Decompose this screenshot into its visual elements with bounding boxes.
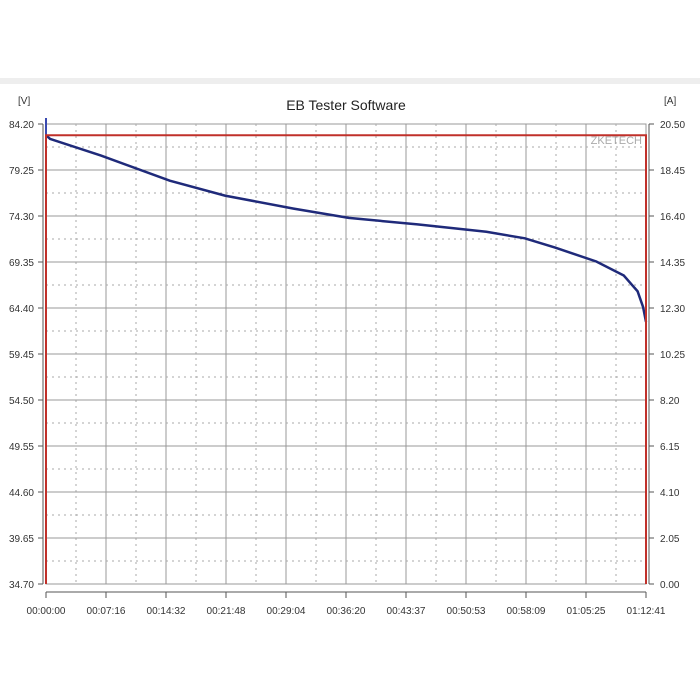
- y-left-tick-label: 74.30: [9, 212, 34, 223]
- y-right-tick-label: 18.45: [660, 166, 685, 177]
- y-right-tick-label: 2.05: [660, 534, 680, 545]
- y-left-label: [V]: [18, 96, 30, 107]
- chart-title: EB Tester Software: [286, 97, 406, 113]
- x-tick-label: 00:58:09: [507, 606, 546, 617]
- x-tick-label: 00:14:32: [147, 606, 186, 617]
- chart-window: EB Tester Software [V] [A] 00:00:00 00:07…: [0, 78, 700, 629]
- y-right-tick-label: 8.20: [660, 396, 680, 407]
- y-right-tick-label: 12.30: [660, 304, 685, 315]
- y-left-tick-label: 64.40: [9, 304, 34, 315]
- x-tick-label: 01:12:41: [627, 606, 666, 617]
- y-right-tick-label: 14.35: [660, 258, 685, 269]
- y-right-tick-label: 20.50: [660, 120, 685, 131]
- y-left-tick-label: 39.65: [9, 534, 34, 545]
- x-tick-label: 00:36:20: [327, 606, 366, 617]
- x-tick-label: 00:07:16: [87, 606, 126, 617]
- y-left-tick-label: 34.70: [9, 580, 34, 591]
- chart: EB Tester Software [V] [A] 00:00:00 00:07…: [9, 96, 685, 617]
- y-right-tick-label: 6.15: [660, 442, 680, 453]
- series-line-voltage: [45, 134, 648, 323]
- y-left-tick-label: 79.25: [9, 166, 34, 177]
- x-tick-label: 00:00:00: [27, 606, 66, 617]
- x-tick-label: 00:21:48: [207, 606, 246, 617]
- x-tick-label: 00:50:53: [447, 606, 486, 617]
- series-line-current: [45, 134, 647, 584]
- y-left-tick-label: 54.50: [9, 396, 34, 407]
- watermark: ZKETECH: [591, 135, 642, 147]
- y-left-tick-label: 49.55: [9, 442, 34, 453]
- y-right-label: [A]: [664, 96, 676, 107]
- x-tick-label: 01:05:25: [567, 606, 606, 617]
- x-tick-label: 00:43:37: [387, 606, 426, 617]
- y-right-tick-label: 0.00: [660, 580, 680, 591]
- series-group: [45, 118, 648, 584]
- y-left-tick-label: 84.20: [9, 120, 34, 131]
- grid: [45, 123, 647, 585]
- x-tick-label: 00:29:04: [267, 606, 306, 617]
- y-left-tick-label: 44.60: [9, 488, 34, 499]
- y-left-tick-label: 69.35: [9, 258, 34, 269]
- y-right-tick-label: 4.10: [660, 488, 680, 499]
- y-right-tick-label: 16.40: [660, 212, 685, 223]
- y-right-tick-label: 10.25: [660, 350, 685, 361]
- axes: 00:00:00 00:07:16 00:14:32 00:21:48 00:29:04…: [9, 120, 685, 617]
- y-left-tick-label: 59.45: [9, 350, 34, 361]
